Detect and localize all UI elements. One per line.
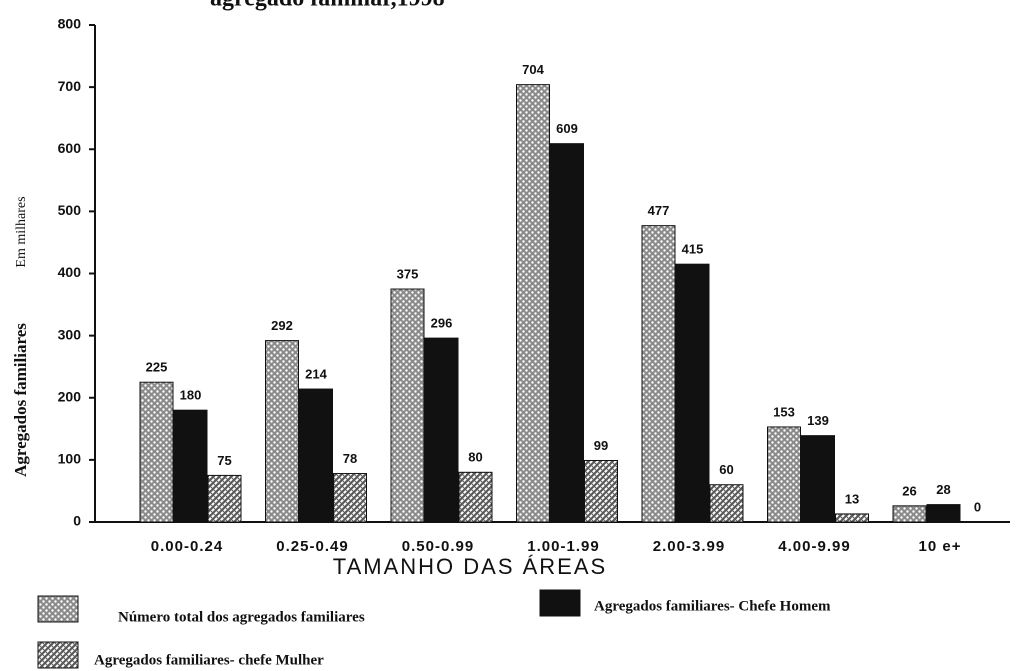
value-label: 225: [146, 360, 168, 375]
bar: [926, 504, 961, 523]
bar: [390, 288, 425, 523]
value-label: 296: [431, 316, 453, 331]
bar: [641, 225, 676, 523]
x-axis-title: TAMANHO DAS ÁREAS: [333, 554, 607, 579]
x-tick-label: 0.25-0.49: [276, 538, 348, 555]
x-tick-label: 2.00-3.99: [653, 538, 725, 555]
bar: [207, 474, 242, 523]
legend-swatch: [37, 595, 79, 623]
bar: [173, 409, 208, 523]
value-label: 214: [305, 366, 327, 381]
value-label: 60: [719, 462, 733, 477]
y-tick-label: 100: [58, 451, 82, 467]
bar: [892, 505, 927, 523]
value-label: 78: [343, 451, 357, 466]
y-axis-unit: Em milhares: [14, 196, 29, 267]
bar: [584, 459, 618, 523]
y-tick-label: 300: [58, 326, 82, 342]
x-tick-label: 10 e+: [919, 538, 962, 555]
bar: [767, 426, 801, 523]
y-tick-label: 200: [58, 388, 82, 404]
value-label: 28: [936, 482, 950, 497]
bar: [516, 84, 550, 523]
y-tick-label: 700: [58, 78, 82, 94]
bar: [835, 513, 869, 523]
bar: [709, 484, 744, 523]
y-tick-label: 600: [58, 140, 82, 156]
y-tick-label: 500: [58, 202, 82, 218]
y-tick-label: 0: [73, 513, 81, 529]
bar: [458, 471, 493, 523]
y-tick-label: 800: [58, 16, 82, 32]
value-label: 609: [556, 121, 578, 136]
x-tick-label: 0.50-0.99: [402, 538, 474, 555]
value-label: 415: [682, 242, 704, 257]
legend-label: Número total dos agregados familiares: [118, 609, 365, 625]
bar: [265, 340, 299, 523]
bar: [675, 263, 710, 523]
legend-swatch: [37, 641, 79, 669]
y-tick-label: 400: [58, 264, 82, 280]
x-tick-label: 1.00-1.99: [527, 538, 599, 555]
chart-title: agregado familiar,1998: [210, 0, 445, 12]
x-tick-label: 0.00-0.24: [151, 538, 223, 555]
value-label: 292: [271, 318, 293, 333]
value-label: 153: [773, 404, 795, 419]
bar: [139, 381, 174, 523]
legend-label: Agregados familiares- Chefe Homem: [594, 598, 831, 614]
value-label: 704: [522, 62, 544, 77]
value-label: 26: [902, 483, 916, 498]
bar: [550, 143, 584, 523]
value-label: 375: [397, 266, 419, 281]
value-label: 80: [468, 450, 482, 465]
bar: [299, 388, 333, 523]
value-label: 0: [974, 499, 981, 514]
legend-swatch: [539, 589, 581, 617]
value-label: 13: [845, 491, 859, 506]
value-label: 75: [217, 453, 231, 468]
value-label: 477: [648, 203, 670, 218]
bar: [801, 435, 835, 523]
bar: [424, 337, 459, 523]
x-tick-label: 4.00-9.99: [778, 538, 850, 555]
value-label: 180: [180, 388, 202, 403]
bar: [333, 473, 367, 523]
value-label: 139: [807, 413, 829, 428]
value-label: 99: [594, 438, 608, 453]
y-axis-title: Agregados familiares: [11, 323, 30, 477]
legend-label: Agregados familiares- chefe Mulher: [94, 652, 324, 668]
